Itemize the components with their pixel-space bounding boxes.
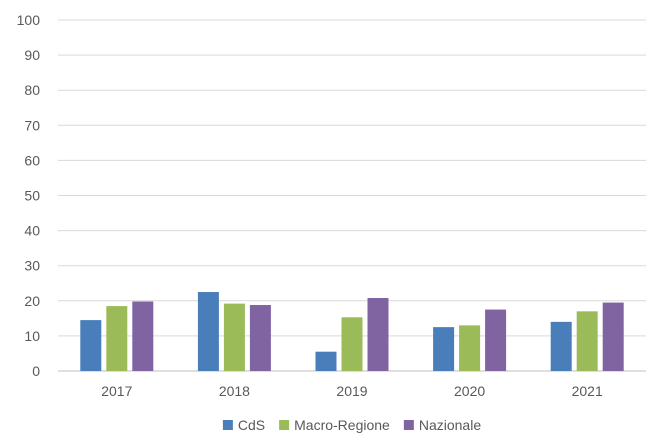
y-tick-label: 40: [24, 223, 40, 239]
x-tick-label: 2021: [572, 383, 603, 399]
bar-nazionale-2017: [132, 301, 154, 371]
legend-label: CdS: [238, 417, 265, 433]
bars: [80, 292, 624, 371]
bar-macro-regione-2017: [106, 306, 128, 371]
bar-macro-regione-2021: [576, 311, 598, 371]
legend-item: Nazionale: [403, 417, 481, 433]
legend-swatch: [403, 420, 414, 430]
y-axis-ticks: 0 10 20 30 40 50 60 70 80 90 100: [17, 12, 41, 379]
y-tick-label: 90: [24, 47, 40, 63]
bar-nazionale-2018: [249, 305, 271, 371]
y-tick-label: 20: [24, 293, 40, 309]
bar-cds-2020: [433, 327, 455, 371]
y-tick-label: 50: [24, 188, 40, 204]
legend: CdS Macro-Regione Nazionale: [222, 417, 481, 433]
legend-swatch: [222, 420, 233, 430]
y-tick-label: 60: [24, 152, 40, 168]
gridlines: [58, 19, 646, 372]
x-axis-ticks: 2017 2018 2019 2020 2021: [101, 383, 603, 399]
legend-swatch: [279, 420, 290, 430]
x-tick-label: 2018: [219, 383, 250, 399]
y-tick-label: 0: [32, 363, 40, 379]
bar-macro-regione-2019: [341, 317, 363, 371]
legend-item: Macro-Regione: [279, 417, 390, 433]
bar-cds-2018: [197, 292, 219, 371]
legend-label: Macro-Regione: [294, 417, 390, 433]
bar-macro-regione-2020: [459, 325, 481, 371]
legend-label: Nazionale: [419, 417, 481, 433]
bar-cds-2019: [315, 351, 337, 371]
bar-nazionale-2020: [485, 309, 507, 371]
y-tick-label: 30: [24, 258, 40, 274]
y-tick-label: 100: [17, 12, 41, 28]
bar-macro-regione-2018: [223, 303, 245, 371]
x-tick-label: 2020: [454, 383, 485, 399]
legend-item: CdS: [222, 417, 265, 433]
y-tick-label: 80: [24, 82, 40, 98]
y-tick-label: 10: [24, 328, 40, 344]
bar-nazionale-2019: [367, 297, 389, 371]
x-tick-label: 2017: [101, 383, 132, 399]
bar-nazionale-2021: [602, 302, 624, 371]
x-tick-label: 2019: [336, 383, 367, 399]
bar-cds-2017: [80, 320, 102, 371]
bar-cds-2021: [550, 321, 572, 371]
y-tick-label: 70: [24, 117, 40, 133]
